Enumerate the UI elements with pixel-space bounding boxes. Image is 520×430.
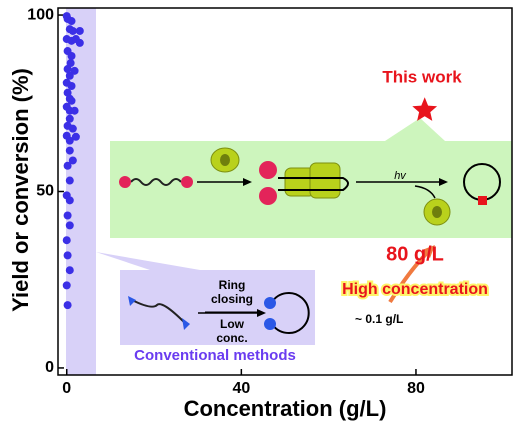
annotation: conc. — [216, 331, 247, 345]
point — [68, 26, 77, 35]
point — [75, 38, 84, 47]
point — [71, 132, 80, 141]
point — [63, 211, 72, 220]
point — [68, 124, 77, 133]
annotation: hv — [394, 170, 407, 182]
point — [67, 96, 76, 105]
point — [63, 88, 72, 97]
y-axis-label: Yield or conversion (%) — [8, 68, 33, 312]
x-tick-label: 40 — [232, 380, 250, 397]
annotation: High concentration — [342, 281, 488, 298]
y-tick-label: 100 — [27, 6, 54, 23]
annotation: closing — [211, 292, 253, 306]
point — [75, 26, 84, 35]
star-point — [412, 97, 438, 121]
point — [63, 65, 72, 74]
point — [65, 221, 74, 230]
scheme — [119, 147, 501, 334]
point — [63, 251, 72, 260]
point — [65, 146, 74, 155]
y-tick-label: 50 — [36, 183, 54, 200]
annotation: ~ 0.1 g/L — [355, 312, 403, 326]
point — [70, 106, 79, 115]
point — [63, 301, 72, 310]
annotation: Ring — [219, 278, 246, 292]
point — [67, 81, 76, 90]
series-label: Conventional methods — [134, 347, 296, 364]
x-axis-label: Concentration (g/L) — [184, 396, 387, 421]
point — [67, 51, 76, 60]
y-tick-label: 0 — [45, 359, 54, 376]
point — [66, 59, 75, 68]
point — [65, 176, 74, 185]
annotation: Low — [220, 317, 245, 331]
series-label: This work — [382, 67, 462, 86]
point — [62, 236, 71, 245]
point — [70, 66, 79, 75]
point — [65, 196, 74, 205]
point — [65, 266, 74, 275]
callout — [96, 252, 200, 270]
point — [65, 114, 74, 123]
callout — [385, 118, 445, 141]
x-tick-label: 80 — [407, 380, 425, 397]
point — [65, 71, 74, 80]
point — [67, 17, 76, 26]
point — [62, 281, 71, 290]
point — [63, 161, 72, 170]
point — [65, 136, 74, 145]
annotation: 80 g/L — [386, 243, 444, 265]
point — [68, 156, 77, 165]
x-tick-label: 0 — [62, 380, 71, 397]
